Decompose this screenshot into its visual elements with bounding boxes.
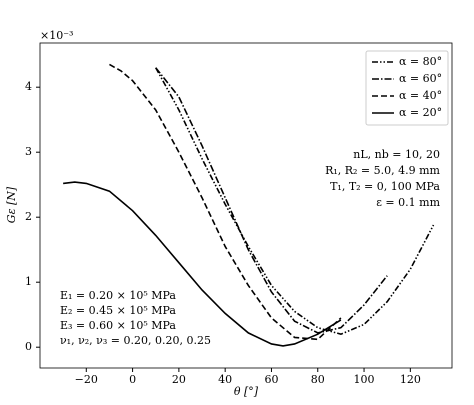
annotation: E₁ = 0.20 × 10⁵ MPa bbox=[60, 289, 176, 302]
x-tick-label: 0 bbox=[129, 373, 136, 386]
x-axis-label: θ [°] bbox=[234, 385, 259, 398]
annotation: E₂ = 0.45 × 10⁵ MPa bbox=[60, 304, 176, 317]
legend-label: α = 40° bbox=[399, 89, 442, 102]
series-line bbox=[63, 181, 342, 347]
y-tick-label: 2 bbox=[25, 210, 32, 223]
series-line bbox=[109, 63, 342, 341]
annotation: R₁, R₂ = 5.0, 4.9 mm bbox=[325, 164, 440, 177]
x-tick-label: 20 bbox=[172, 373, 186, 386]
legend-label: α = 80° bbox=[399, 55, 442, 68]
x-tick-label: 40 bbox=[218, 373, 232, 386]
x-tick-label: 80 bbox=[311, 373, 325, 386]
y-tick-label: 4 bbox=[25, 80, 32, 93]
y-tick-label: 0 bbox=[25, 340, 32, 353]
x-tick-label: 60 bbox=[264, 373, 278, 386]
x-tick-label: −20 bbox=[75, 373, 98, 386]
annotation: ε = 0.1 mm bbox=[376, 196, 440, 209]
annotation: ν₁, ν₂, ν₃ = 0.20, 0.20, 0.25 bbox=[60, 334, 211, 347]
series-line bbox=[155, 67, 435, 336]
y-axis-label: Gε [N] bbox=[5, 186, 18, 223]
series-line bbox=[155, 67, 388, 334]
offset-label: ×10⁻³ bbox=[40, 29, 73, 42]
annotation: nL, nb = 10, 20 bbox=[353, 148, 440, 161]
y-tick-label: 1 bbox=[25, 275, 32, 288]
annotation: E₃ = 0.60 × 10⁵ MPa bbox=[60, 319, 176, 332]
y-tick-label: 3 bbox=[25, 145, 32, 158]
legend-label: α = 20° bbox=[399, 106, 442, 119]
legend-box bbox=[365, 50, 449, 126]
x-tick-label: 120 bbox=[400, 373, 421, 386]
legend-label: α = 60° bbox=[399, 72, 442, 85]
annotation: T₁, T₂ = 0, 100 MPa bbox=[330, 180, 440, 193]
x-tick-label: 100 bbox=[354, 373, 375, 386]
plot-frame bbox=[39, 42, 453, 369]
